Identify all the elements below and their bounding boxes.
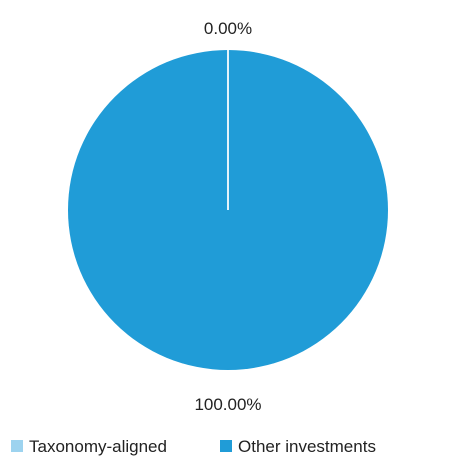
legend: Taxonomy-aligned Other investments xyxy=(11,437,376,456)
legend-item-other-investments: Other investments xyxy=(220,437,376,456)
data-label-other-investments: 100.00% xyxy=(194,395,261,414)
legend-item-taxonomy-aligned: Taxonomy-aligned xyxy=(11,437,167,456)
data-label-taxonomy-aligned: 0.00% xyxy=(204,19,252,38)
legend-label-taxonomy-aligned: Taxonomy-aligned xyxy=(29,437,167,456)
legend-swatch-other-investments xyxy=(220,440,232,452)
legend-swatch-taxonomy-aligned xyxy=(11,440,23,452)
legend-label-other-investments: Other investments xyxy=(238,437,376,456)
